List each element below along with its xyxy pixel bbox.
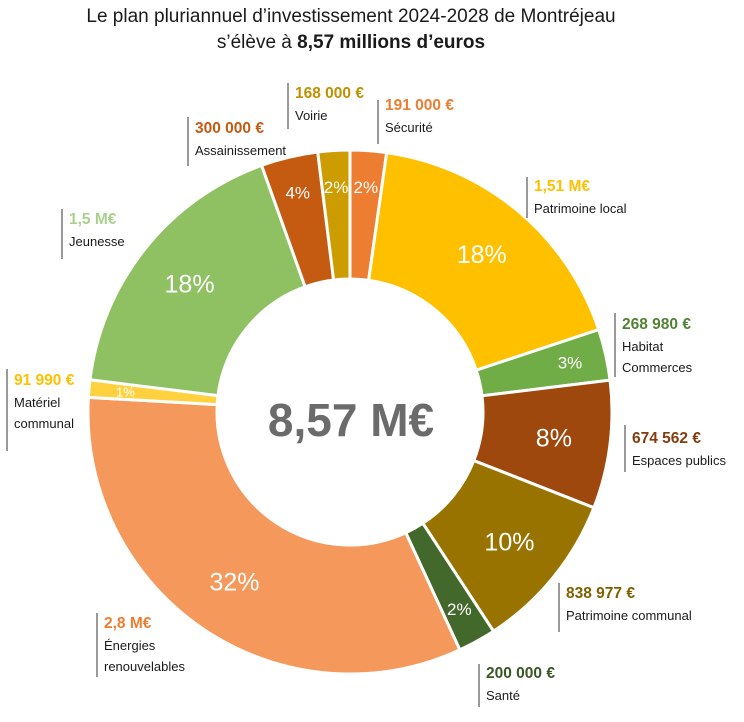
center-total-label: 8,57 M€ [268, 394, 434, 446]
callout-label-patrimoine-local: Patrimoine local [534, 201, 627, 216]
callout-label-habitat-commerces: Commerces [622, 360, 693, 375]
callout-amount-sante: 200 000 € [486, 665, 555, 682]
title-line-1: Le plan pluriannuel d’investissement 202… [86, 6, 615, 27]
callout-labels: 191 000 € Sécurité 1,51 M€ Patrimoine local… [6, 83, 726, 707]
percent-labels: 2% 18% 3% 8% 10% 2% 32% 1% 18% 4% 2% [116, 178, 582, 619]
callout-label-assainissement: Assainissement [195, 143, 286, 158]
percent-label-jeunesse: 18% [165, 270, 215, 298]
callout-amount-patrimoine-local: 1,51 M€ [534, 178, 590, 195]
callout-amount-materiel-communal: 91 990 € [14, 372, 75, 389]
callout-energies-renouvelables: 2,8 M€ Énergies renouvelables [96, 613, 185, 677]
percent-label-habitat-commerces: 3% [558, 354, 583, 373]
callout-label-materiel-communal: Matériel [14, 395, 60, 410]
callout-amount-jeunesse: 1,5 M€ [69, 211, 117, 228]
percent-label-voirie: 2% [324, 178, 349, 197]
callout-amount-securite: 191 000 € [385, 97, 454, 114]
title-line-2-prefix: s’élève à [217, 32, 297, 53]
callout-amount-patrimoine-communal: 838 977 € [566, 585, 635, 602]
percent-label-patrimoine-local: 18% [457, 241, 507, 269]
callout-label-energies-renouvelables: renouvelables [104, 659, 185, 674]
callout-label-jeunesse: Jeunesse [69, 234, 125, 249]
percent-label-assainissement: 4% [285, 184, 310, 203]
callout-label-energies-renouvelables: Énergies [104, 638, 156, 653]
callout-amount-habitat-commerces: 268 980 € [622, 316, 691, 333]
slice-energies-renouvelables [86, 395, 462, 676]
callout-materiel-communal: 91 990 € Matériel communal [6, 369, 75, 451]
callout-label-materiel-communal: communal [14, 416, 74, 431]
callout-amount-voirie: 168 000 € [295, 85, 364, 102]
percent-label-espaces-publics: 8% [536, 425, 572, 453]
callout-amount-assainissement: 300 000 € [195, 120, 264, 137]
callout-patrimoine-local: 1,51 M€ Patrimoine local [526, 177, 627, 218]
callout-label-securite: Sécurité [385, 120, 433, 135]
callout-label-sante: Santé [486, 688, 520, 703]
callout-label-patrimoine-communal: Patrimoine communal [566, 608, 692, 623]
callout-jeunesse: 1,5 M€ Jeunesse [61, 209, 125, 259]
donut-slices [86, 148, 614, 676]
title-line-2: s’élève à 8,57 millions d’euros [217, 32, 485, 53]
callout-label-espaces-publics: Espaces publics [632, 453, 726, 468]
callout-label-habitat-commerces: Habitat [622, 339, 664, 354]
callout-amount-energies-renouvelables: 2,8 M€ [104, 615, 152, 632]
percent-label-patrimoine-communal: 10% [484, 528, 534, 556]
percent-label-sante: 2% [447, 600, 472, 619]
callout-voirie: 168 000 € Voirie [287, 83, 364, 129]
percent-label-energies-renouvelables: 32% [209, 569, 259, 597]
percent-label-securite: 2% [354, 178, 379, 197]
callout-assainissement: 300 000 € Assainissement [187, 117, 286, 166]
callout-sante: 200 000 € Santé [478, 664, 555, 707]
slice-patrimoine-local [366, 150, 601, 373]
callout-espaces-publics: 674 562 € Espaces publics [624, 425, 726, 472]
title-line-2-bold: 8,57 millions d’euros [297, 32, 485, 53]
slice-jeunesse [88, 163, 308, 398]
slice-voirie [316, 148, 352, 282]
callout-label-voirie: Voirie [295, 108, 328, 123]
callout-amount-espaces-publics: 674 562 € [632, 430, 701, 447]
callout-securite: 191 000 € Sécurité [377, 97, 454, 144]
percent-label-materiel-communal: 1% [116, 384, 135, 399]
chart-title: Le plan pluriannuel d’investissement 202… [86, 6, 615, 53]
callout-habitat-commerces: 268 980 € Habitat Commerces [614, 313, 693, 377]
callout-patrimoine-communal: 838 977 € Patrimoine communal [558, 583, 692, 632]
